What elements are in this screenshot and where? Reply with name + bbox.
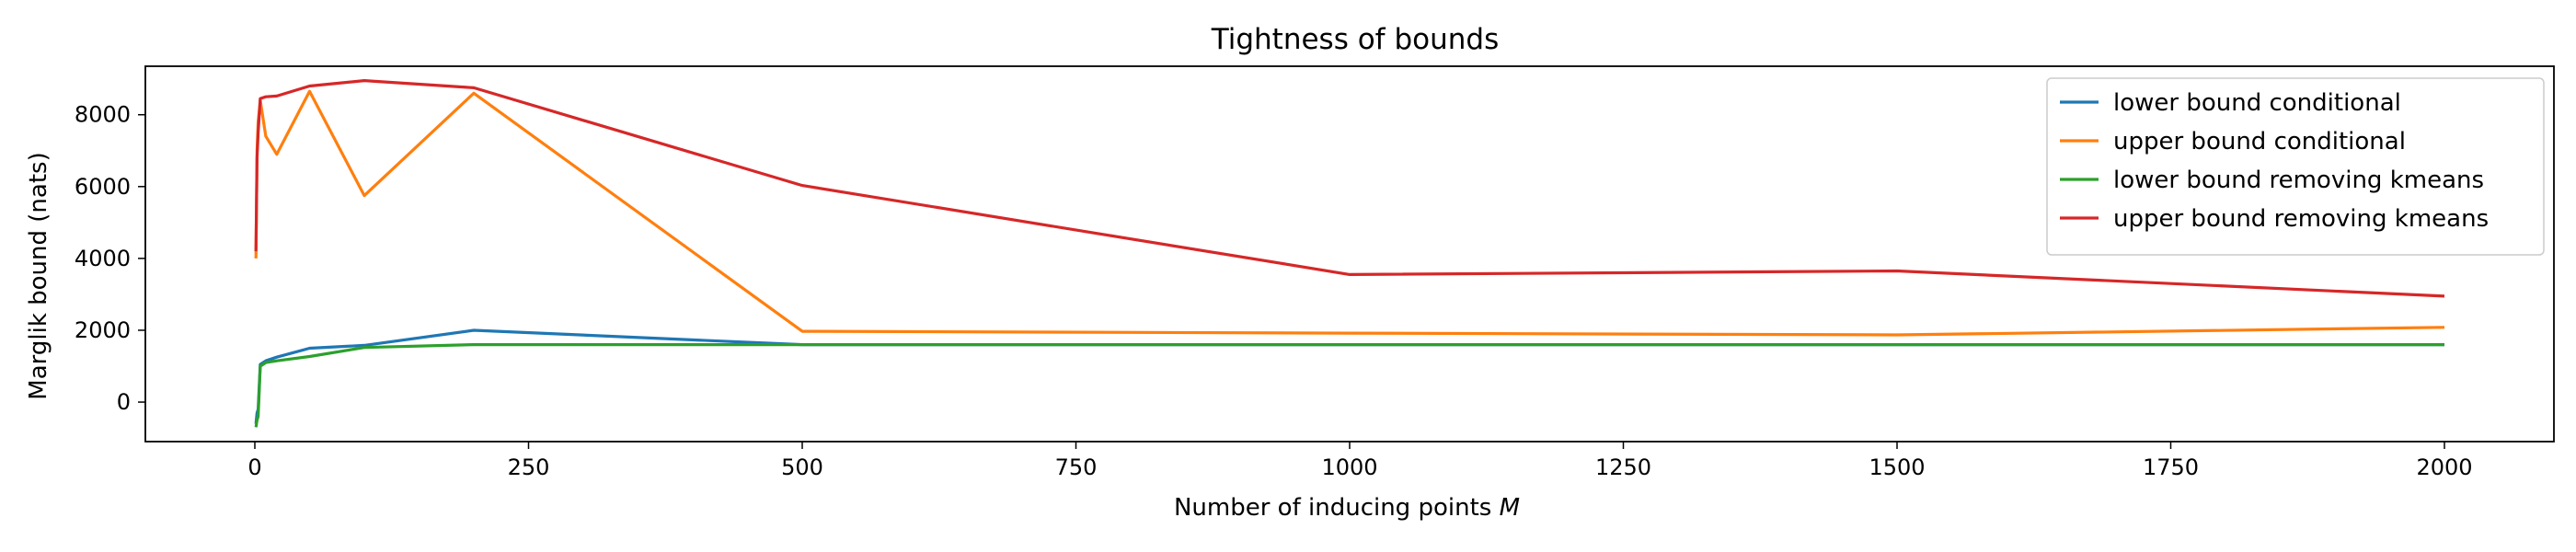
legend-label: upper bound removing kmeans xyxy=(2113,205,2489,233)
x-axis: 0 250 500 750 1000 1250 1500 1750 2000 xyxy=(247,442,2473,480)
legend-box xyxy=(2046,77,2545,256)
series-group xyxy=(254,78,2445,428)
x-tick-label: 1250 xyxy=(1595,454,1651,480)
y-axis: 0 2000 4000 6000 8000 xyxy=(75,102,145,415)
x-axis-label-symbol: M xyxy=(1500,494,1520,522)
y-tick-label: 0 xyxy=(117,389,131,415)
legend-label: upper bound conditional xyxy=(2113,128,2406,155)
x-axis-label-text: Number of inducing points xyxy=(1174,494,1491,522)
x-tick-label: 250 xyxy=(508,454,550,480)
y-tick-label: 2000 xyxy=(75,317,131,343)
x-tick-label: 2000 xyxy=(2416,454,2472,480)
legend-label: lower bound removing kmeans xyxy=(2113,167,2484,194)
x-tick-label: 1750 xyxy=(2143,454,2199,480)
chart-title: Tightness of bounds xyxy=(1211,23,1499,56)
y-axis-label: Marglik bound (nats) xyxy=(25,152,52,399)
legend-label: lower bound conditional xyxy=(2113,89,2401,117)
x-tick-label: 1000 xyxy=(1321,454,1377,480)
x-tick-label: 750 xyxy=(1055,454,1098,480)
x-tick-label: 1500 xyxy=(1869,454,1925,480)
series-line-3 xyxy=(254,343,2444,428)
y-tick-label: 8000 xyxy=(75,102,131,128)
y-tick-label: 6000 xyxy=(75,174,131,200)
x-axis-label: Number of inducing points M xyxy=(1174,494,1520,522)
x-tick-label: 500 xyxy=(781,454,823,480)
x-tick-label: 0 xyxy=(247,454,261,480)
y-tick-label: 4000 xyxy=(75,246,131,271)
series-line-4 xyxy=(254,78,2445,298)
legend: lower bound conditional upper bound condi… xyxy=(2046,77,2545,256)
